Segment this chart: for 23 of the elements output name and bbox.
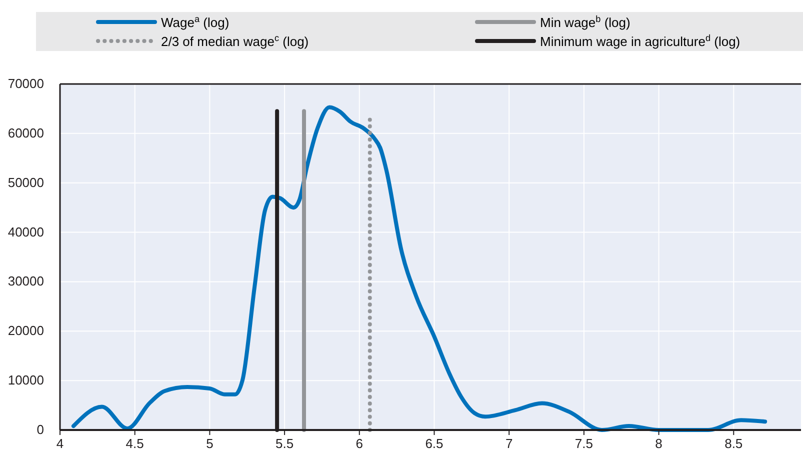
y-tick-label: 60000 [8, 125, 44, 140]
x-tick-label: 5.5 [276, 436, 294, 451]
legend-label: Min wage$^{b}$ (log) [540, 14, 630, 30]
legend-label: Wage$^{a}$ (log) [161, 14, 230, 30]
legend-label: Minimum wage in agriculture$^{d}$ (log) [540, 33, 740, 49]
x-tick-label: 4 [56, 436, 64, 451]
y-tick-label: 50000 [8, 174, 44, 190]
x-tick-label: 6.5 [425, 436, 444, 451]
x-tick-label: 8 [655, 436, 662, 451]
y-tick-label: 30000 [8, 274, 44, 289]
x-tick-label: 7 [505, 436, 513, 451]
line-series [71, 105, 768, 432]
x-tick-label: 6 [356, 436, 364, 451]
x-tick-label: 8.5 [724, 436, 743, 451]
y-tick-label: 10000 [8, 372, 44, 388]
x-tick-label: 7.5 [574, 436, 593, 451]
y-tick-label: 0 [36, 422, 44, 437]
y-tick-label: 40000 [8, 224, 44, 240]
y-tick-label: 70000 [8, 76, 44, 91]
x-tick-label: 4.5 [126, 436, 144, 451]
y-tick-label: 20000 [8, 323, 44, 338]
x-tick-label: 5 [206, 436, 214, 451]
legend-label: 2/3 of median wage$^{c}$ (log) [161, 33, 309, 49]
